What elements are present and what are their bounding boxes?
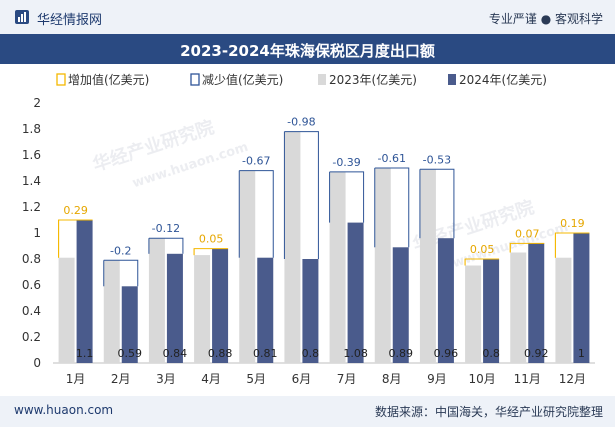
decrease-bracket: [419, 168, 455, 239]
y-tick-label: 0.2: [22, 330, 41, 344]
bar-2024: [302, 259, 319, 363]
bar-2024: [392, 247, 409, 363]
bar-2023: [194, 255, 211, 363]
change-label: 0.05: [199, 233, 224, 246]
footer-website: www.huaon.com: [14, 403, 114, 417]
footer-bar: [0, 396, 615, 427]
value-label-2024: 0.84: [163, 347, 188, 360]
y-tick-label: 1.2: [22, 200, 41, 214]
chart-title: 2023-2024年珠海保税区月度出口额: [180, 42, 435, 60]
legend-swatch-decrease: [190, 73, 200, 86]
x-tick-label: 2月: [111, 372, 131, 386]
x-tick-label: 9月: [427, 372, 447, 386]
bar-2024: [212, 248, 229, 363]
bar-2024: [121, 286, 138, 363]
legend-swatch-2024: [448, 74, 456, 85]
bar-2024: [76, 220, 93, 363]
bar-2024: [573, 233, 590, 363]
y-tick-label: 0.6: [22, 278, 41, 292]
header-slogan: 专业严谨 ● 客观科学: [488, 12, 603, 26]
bar-2024: [437, 238, 454, 363]
change-label: 0.07: [515, 227, 540, 240]
change-label: -0.67: [242, 155, 270, 168]
y-tick-label: 1.4: [22, 174, 41, 188]
decrease-bracket: [284, 131, 319, 259]
x-tick-label: 6月: [292, 372, 312, 386]
value-label-2024: 1.1: [76, 347, 94, 360]
change-label: -0.39: [332, 156, 360, 169]
change-label: -0.12: [152, 222, 180, 235]
value-label-2024: 0.88: [208, 347, 233, 360]
decrease-bracket: [103, 259, 139, 287]
decrease-bracket: [329, 171, 365, 223]
y-tick-label: 1.6: [22, 148, 41, 162]
bar-2024: [257, 257, 274, 363]
bar-2023: [58, 257, 75, 363]
bar-2023: [329, 171, 346, 363]
bar-2024: [483, 259, 500, 363]
change-label: 0.29: [63, 204, 88, 217]
footer-source: 数据来源：中国海关，华经产业研究院整理: [374, 405, 603, 419]
change-label: -0.2: [110, 244, 131, 257]
brand-name: 华经情报网: [37, 13, 103, 28]
change-label: -0.61: [378, 152, 406, 165]
decrease-bracket: [148, 237, 184, 254]
title-band: [0, 34, 615, 64]
legend-swatch-increase: [56, 73, 66, 86]
change-label: -0.53: [423, 153, 451, 166]
value-label-2024: 0.81: [253, 347, 278, 360]
bar-2023: [465, 265, 482, 363]
x-tick-label: 4月: [201, 372, 221, 386]
change-label: 0.19: [560, 217, 585, 230]
x-tick-label: 11月: [514, 372, 541, 386]
legend-label: 减少值(亿美元): [202, 72, 283, 87]
bar-2023: [510, 252, 527, 363]
legend-swatch-2023: [318, 74, 326, 85]
bar-2023: [239, 170, 256, 363]
value-label-2024: 1: [578, 347, 585, 360]
value-label-2024: 0.59: [118, 347, 143, 360]
bar-2023: [103, 260, 120, 363]
bar-2023: [555, 257, 572, 363]
value-label-2024: 0.89: [389, 347, 414, 360]
bar-2024: [347, 222, 364, 363]
chart: 增加值(亿美元) 减少值(亿美元) 2023年(亿美元) 2024年(亿美元) 0 0.2…: [22, 72, 595, 386]
logo-icon: [15, 10, 29, 24]
legend-label: 2024年(亿美元): [459, 72, 547, 87]
y-tick-label: 0: [33, 356, 41, 370]
x-tick-label: 3月: [156, 372, 176, 386]
value-label-2024: 0.8: [482, 347, 500, 360]
bar-2023: [374, 168, 391, 363]
y-tick-label: 0.4: [22, 304, 41, 318]
x-tick-label: 8月: [382, 372, 402, 386]
legend-label: 增加值(亿美元): [68, 72, 149, 87]
bar-2023: [419, 169, 436, 363]
bar-2024: [528, 243, 545, 363]
bar-2023: [284, 131, 301, 363]
y-tick-label: 1.8: [22, 122, 41, 136]
change-label: 0.05: [470, 243, 495, 256]
value-label-2024: 0.8: [302, 347, 320, 360]
x-tick-label: 12月: [559, 372, 586, 386]
value-label-2024: 0.92: [524, 347, 549, 360]
x-tick-label: 1月: [66, 372, 86, 386]
decrease-bracket: [239, 170, 274, 258]
y-tick-label: 0.8: [22, 252, 41, 266]
legend-label: 2023年(亿美元): [329, 72, 417, 87]
y-tick-label: 1: [33, 226, 41, 240]
value-label-2024: 0.96: [434, 347, 459, 360]
y-tick-label: 2: [33, 96, 41, 110]
header-bar: 华经情报网 专业严谨 ● 客观科学: [0, 0, 615, 34]
decrease-bracket: [374, 167, 410, 248]
bar-2024: [166, 253, 183, 363]
value-label-2024: 1.08: [343, 347, 368, 360]
x-tick-label: 5月: [246, 372, 266, 386]
x-tick-label: 7月: [337, 372, 357, 386]
bar-2023: [148, 238, 165, 363]
x-tick-label: 10月: [468, 372, 495, 386]
change-label: -0.98: [287, 116, 315, 129]
